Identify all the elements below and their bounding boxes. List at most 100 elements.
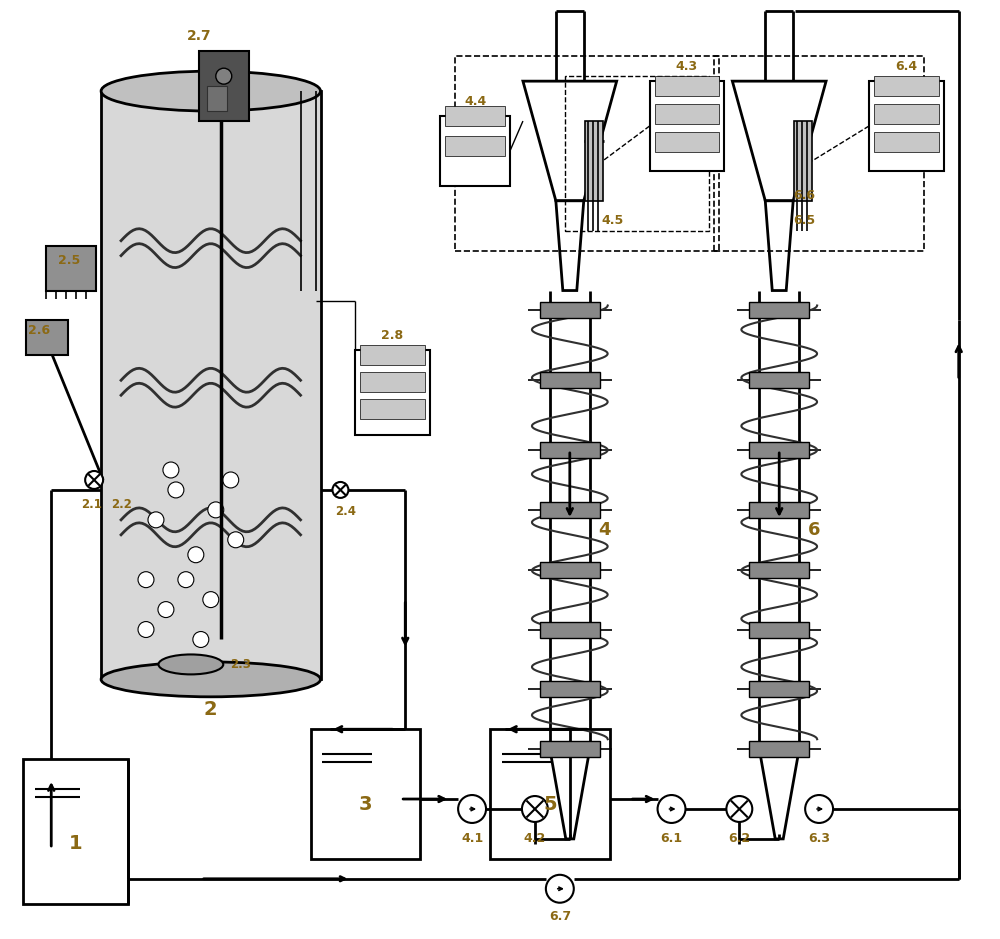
Bar bbox=[445, 136, 505, 156]
Bar bbox=[749, 682, 809, 698]
Polygon shape bbox=[556, 201, 584, 290]
Bar bbox=[540, 622, 600, 638]
Text: 4.1: 4.1 bbox=[461, 832, 483, 845]
Text: 2.2: 2.2 bbox=[112, 499, 132, 512]
Text: 2: 2 bbox=[204, 700, 218, 718]
Circle shape bbox=[805, 795, 833, 823]
Circle shape bbox=[148, 512, 164, 528]
Text: 6.1: 6.1 bbox=[660, 832, 683, 845]
Bar bbox=[540, 372, 600, 388]
Circle shape bbox=[85, 471, 103, 489]
Circle shape bbox=[332, 482, 348, 498]
Bar bbox=[540, 682, 600, 698]
Bar bbox=[207, 86, 227, 111]
Text: 2.4: 2.4 bbox=[335, 505, 356, 518]
Bar bbox=[874, 104, 939, 124]
Circle shape bbox=[138, 622, 154, 638]
Circle shape bbox=[658, 795, 685, 823]
Text: 4: 4 bbox=[598, 521, 611, 539]
Text: 4.3: 4.3 bbox=[675, 60, 698, 72]
Bar bbox=[455, 56, 719, 251]
Text: 6.7: 6.7 bbox=[549, 910, 571, 923]
Circle shape bbox=[228, 531, 244, 547]
Bar bbox=[540, 741, 600, 757]
Bar bbox=[360, 372, 425, 393]
Bar bbox=[311, 730, 420, 859]
Bar bbox=[655, 104, 719, 124]
Polygon shape bbox=[523, 81, 617, 201]
Text: 2.5: 2.5 bbox=[58, 254, 80, 267]
Bar bbox=[869, 81, 944, 171]
Text: 2.1: 2.1 bbox=[81, 499, 102, 512]
Bar bbox=[490, 730, 610, 859]
Bar bbox=[445, 106, 505, 126]
Text: 6.6: 6.6 bbox=[793, 190, 815, 202]
Bar bbox=[46, 246, 96, 290]
Bar bbox=[874, 132, 939, 152]
Bar bbox=[565, 76, 709, 231]
Text: 4.2: 4.2 bbox=[524, 832, 546, 845]
Bar bbox=[655, 132, 719, 152]
Text: 4.5: 4.5 bbox=[602, 214, 624, 227]
Circle shape bbox=[168, 482, 184, 498]
Circle shape bbox=[178, 572, 194, 588]
Bar bbox=[650, 81, 724, 171]
Circle shape bbox=[158, 602, 174, 618]
Bar bbox=[540, 302, 600, 318]
Bar bbox=[355, 350, 430, 435]
Text: 6.5: 6.5 bbox=[793, 214, 815, 227]
Bar bbox=[540, 502, 600, 517]
Text: 2.8: 2.8 bbox=[381, 329, 403, 342]
Bar bbox=[585, 121, 603, 201]
Bar bbox=[874, 76, 939, 96]
Circle shape bbox=[522, 796, 548, 822]
Circle shape bbox=[216, 69, 232, 85]
Ellipse shape bbox=[158, 654, 223, 674]
Text: 6.4: 6.4 bbox=[895, 60, 917, 72]
Circle shape bbox=[188, 546, 204, 562]
Text: 5: 5 bbox=[543, 794, 557, 813]
Circle shape bbox=[193, 632, 209, 648]
Text: 1: 1 bbox=[68, 835, 82, 854]
Bar bbox=[749, 372, 809, 388]
Bar bbox=[540, 442, 600, 458]
Polygon shape bbox=[550, 749, 590, 839]
Ellipse shape bbox=[101, 662, 320, 697]
Circle shape bbox=[458, 795, 486, 823]
Bar bbox=[749, 741, 809, 757]
Circle shape bbox=[138, 572, 154, 588]
Text: 3: 3 bbox=[359, 794, 372, 813]
Text: 6: 6 bbox=[808, 521, 820, 539]
Text: 2.7: 2.7 bbox=[187, 29, 211, 43]
Bar bbox=[749, 562, 809, 577]
Bar bbox=[199, 52, 249, 121]
Bar bbox=[749, 502, 809, 517]
Text: 6.2: 6.2 bbox=[728, 832, 750, 845]
Circle shape bbox=[546, 875, 574, 902]
Polygon shape bbox=[765, 201, 793, 290]
Text: 2.3: 2.3 bbox=[230, 658, 251, 671]
Bar bbox=[749, 442, 809, 458]
Text: 4.4: 4.4 bbox=[464, 95, 486, 108]
Text: 2.6: 2.6 bbox=[28, 324, 50, 337]
Bar bbox=[714, 56, 924, 251]
Circle shape bbox=[726, 796, 752, 822]
Polygon shape bbox=[732, 81, 826, 201]
Bar bbox=[101, 91, 320, 680]
Bar bbox=[360, 399, 425, 419]
Bar bbox=[440, 116, 510, 186]
Ellipse shape bbox=[101, 71, 320, 111]
Polygon shape bbox=[759, 749, 799, 839]
Circle shape bbox=[208, 502, 224, 517]
Bar bbox=[655, 76, 719, 96]
Circle shape bbox=[223, 472, 239, 488]
Bar bbox=[749, 302, 809, 318]
Bar bbox=[360, 346, 425, 365]
Bar bbox=[26, 320, 68, 355]
Circle shape bbox=[163, 462, 179, 478]
Bar bbox=[794, 121, 812, 201]
Text: 6.3: 6.3 bbox=[808, 832, 830, 845]
Circle shape bbox=[203, 592, 219, 608]
Bar bbox=[540, 562, 600, 577]
Bar bbox=[23, 759, 128, 903]
